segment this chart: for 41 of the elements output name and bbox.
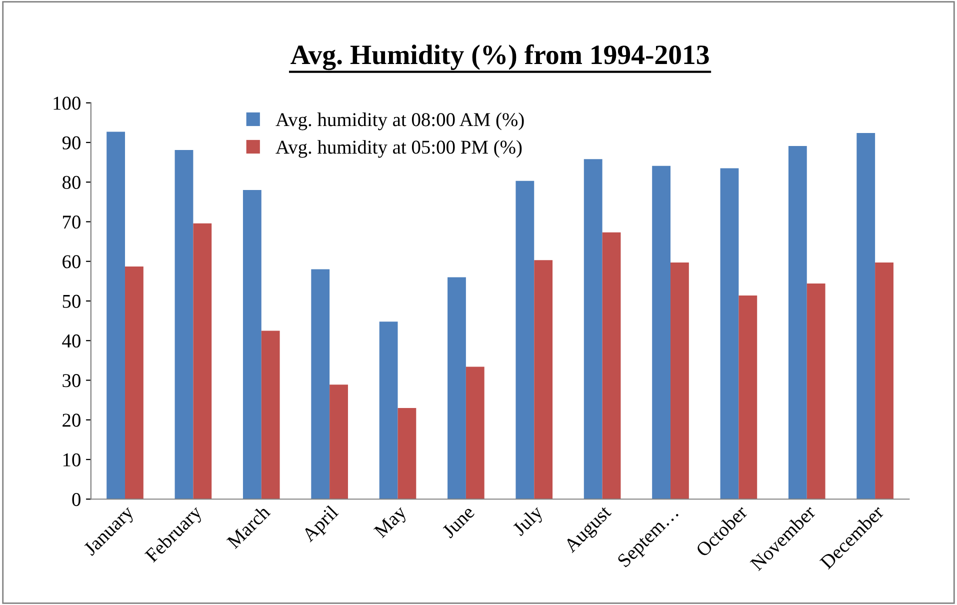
y-tick-label: 80 (62, 176, 80, 190)
bar (720, 168, 739, 500)
legend-label: Avg. humidity at 05:00 PM (%) (276, 140, 522, 158)
bar (738, 295, 758, 500)
bar (670, 262, 689, 500)
bar (448, 277, 466, 500)
y-tick-label: 50 (62, 294, 80, 308)
y-tick-label: 40 (62, 334, 80, 348)
y-tick-label: 20 (62, 414, 80, 427)
bar (856, 132, 876, 500)
x-tick-label: May (373, 504, 410, 542)
bar (875, 262, 894, 500)
y-tick-label: 90 (62, 136, 80, 150)
bar (584, 159, 602, 500)
bar (242, 190, 262, 500)
y-tick-label: 30 (62, 374, 80, 388)
bar (806, 284, 826, 500)
bar (125, 266, 144, 500)
bar (788, 146, 807, 500)
y-tick-label: 10 (63, 453, 80, 466)
chart-title: Avg. Humidity (%) from 1994-2013 (290, 44, 709, 70)
y-tick-label: 60 (62, 255, 80, 268)
bar (652, 166, 670, 500)
bar (602, 232, 621, 500)
bar (466, 366, 484, 500)
legend-label: Avg. humidity at 08:00 AM (%) (276, 112, 524, 130)
x-tick-label: June (442, 505, 476, 539)
x-tick-label: July (511, 504, 547, 540)
bar (534, 260, 553, 500)
y-tick-label: 0 (72, 492, 80, 506)
bar (398, 408, 416, 500)
bar (193, 223, 212, 500)
bar (330, 384, 348, 500)
bar (261, 330, 280, 500)
bar (106, 132, 126, 500)
bar (516, 180, 534, 500)
bar (311, 269, 330, 500)
bar (174, 150, 194, 500)
y-tick-label: 70 (63, 216, 80, 229)
y-tick-label: 100 (54, 96, 80, 110)
bar (379, 322, 398, 500)
